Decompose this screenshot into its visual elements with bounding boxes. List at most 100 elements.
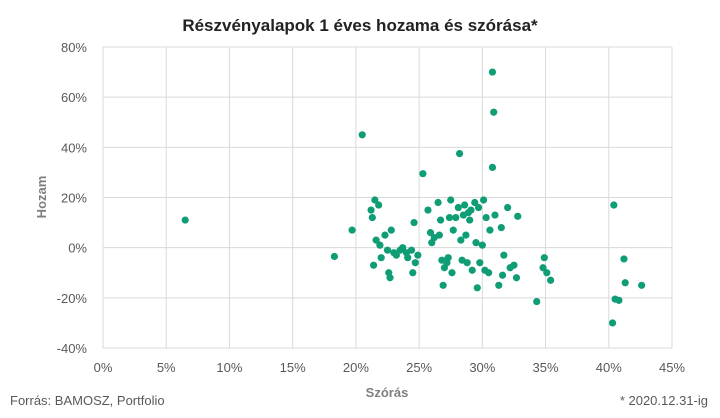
y-tick-labels: -40% -20% 0% 20% 40% 60% 80% <box>57 40 88 356</box>
data-point <box>449 226 457 234</box>
data-point <box>510 261 518 269</box>
data-point <box>472 239 480 247</box>
data-point <box>181 216 189 224</box>
data-point <box>437 216 445 224</box>
data-point <box>369 261 378 269</box>
data-point <box>495 281 503 289</box>
data-point <box>468 266 476 274</box>
data-point <box>448 269 456 277</box>
data-point <box>466 216 474 224</box>
x-tick-label: 35% <box>533 360 559 375</box>
data-point <box>407 246 416 254</box>
data-point <box>478 241 486 249</box>
data-point <box>330 252 338 261</box>
data-point <box>512 274 521 282</box>
data-point <box>482 213 490 222</box>
data-point <box>434 198 442 207</box>
data-point <box>409 269 417 277</box>
data-point <box>387 226 395 234</box>
y-tick-label: 40% <box>61 140 87 155</box>
data-point <box>500 251 508 259</box>
data-point <box>610 201 618 209</box>
data-point <box>454 203 462 212</box>
y-tick-label: -40% <box>57 341 88 356</box>
footnote: * 2020.12.31-ig <box>620 393 708 408</box>
x-tick-label: 40% <box>596 360 622 375</box>
data-point <box>498 271 507 279</box>
data-point <box>497 224 505 232</box>
y-tick-label: 60% <box>61 90 87 105</box>
data-point <box>419 170 427 178</box>
data-point <box>414 251 422 259</box>
data-point <box>462 231 470 239</box>
y-axis-label: Hozam <box>34 176 49 219</box>
data-point <box>445 213 454 222</box>
y-tick-label: 0% <box>68 241 87 256</box>
data-point <box>615 296 623 304</box>
data-point <box>399 244 407 252</box>
x-tick-label: 30% <box>469 360 495 375</box>
x-tick-label: 20% <box>343 360 369 375</box>
data-point <box>424 206 432 214</box>
y-tick-label: 80% <box>61 40 87 55</box>
data-point <box>386 274 394 282</box>
data-point <box>473 284 481 292</box>
data-point <box>444 254 452 262</box>
data-point <box>435 231 443 239</box>
data-point <box>367 206 375 214</box>
data-point <box>474 203 483 212</box>
data-point <box>481 266 489 274</box>
data-point <box>621 279 629 287</box>
data-point <box>547 276 555 284</box>
chart-title: Részvényalapok 1 éves hozama és szórása* <box>182 16 538 35</box>
data-point <box>376 241 384 249</box>
data-point <box>439 281 447 289</box>
x-axis-label: Szórás <box>366 385 409 400</box>
data-point <box>411 259 419 267</box>
data-point <box>467 206 475 214</box>
data-point <box>533 297 541 306</box>
data-point <box>488 163 497 171</box>
data-point <box>348 226 356 234</box>
data-point <box>479 196 488 204</box>
data-point <box>504 203 512 212</box>
data-point <box>608 319 617 327</box>
x-tick-label: 5% <box>157 360 176 375</box>
x-tick-label: 15% <box>280 360 306 375</box>
data-point <box>377 254 385 262</box>
data-point <box>539 264 547 272</box>
y-tick-label: 20% <box>61 191 87 206</box>
data-point <box>383 246 392 254</box>
data-point <box>372 236 380 244</box>
data-point <box>638 281 646 289</box>
data-point <box>371 196 379 204</box>
data-point <box>471 198 479 207</box>
data-point <box>476 259 484 267</box>
data-point <box>463 259 471 267</box>
data-point <box>410 218 418 227</box>
data-point <box>426 229 435 237</box>
data-point <box>392 251 400 259</box>
x-tick-label: 25% <box>406 360 432 375</box>
x-tick-label: 10% <box>216 360 242 375</box>
source-note: Forrás: BAMOSZ, Portfolio <box>10 393 165 408</box>
data-point <box>358 131 366 139</box>
data-point <box>488 68 497 76</box>
data-point <box>461 201 469 209</box>
data-point <box>490 108 498 116</box>
data-point <box>404 254 412 262</box>
x-tick-label: 0% <box>94 360 113 375</box>
x-tick-labels: 0% 5% 10% 15% 20% 25% 30% 35% 40% 45% <box>94 360 686 375</box>
data-points <box>181 68 646 327</box>
data-point <box>514 212 522 220</box>
data-point <box>543 269 551 277</box>
data-point <box>457 236 465 244</box>
data-point <box>381 231 389 239</box>
data-point <box>620 255 628 263</box>
data-point <box>447 196 455 204</box>
gridlines <box>102 46 673 349</box>
data-point <box>486 226 494 234</box>
data-point <box>375 201 383 209</box>
data-point <box>491 211 499 219</box>
